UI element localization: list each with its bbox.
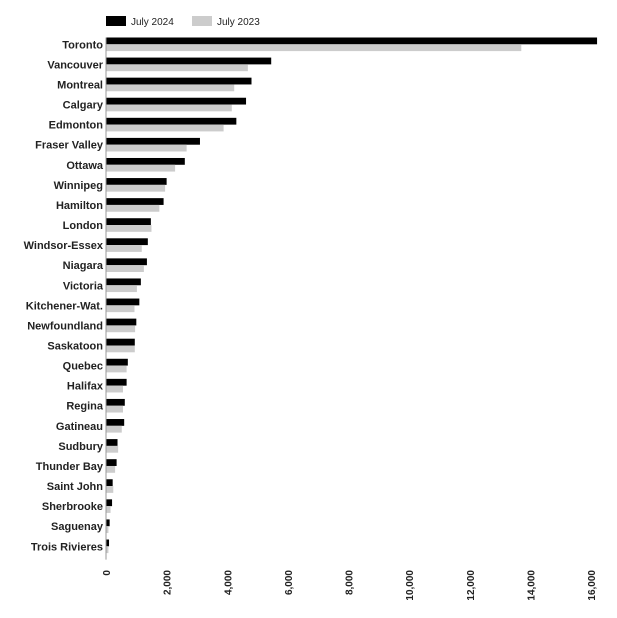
legend-swatch-july-2023 xyxy=(192,16,212,26)
bar-kitchener-wat-july-2024 xyxy=(106,298,140,306)
bar-saint-john-july-2023 xyxy=(106,486,114,493)
bar-london-july-2024 xyxy=(106,218,151,226)
x-axis-tick-labels: 0 2,000 4,000 6,000 8,000 10,000 12,000 14,000 1… xyxy=(102,570,598,601)
category-label-ottawa: Ottawa xyxy=(66,160,104,172)
bar-windsor-essex-july-2023 xyxy=(106,245,142,252)
bar-winnipeg-july-2023 xyxy=(106,184,166,192)
bar-newfoundland-july-2024 xyxy=(106,318,137,326)
category-label-saguenay: Saguenay xyxy=(51,521,104,533)
category-label-niagara: Niagara xyxy=(63,260,104,272)
bar-ottawa-july-2024 xyxy=(106,157,185,165)
x-tick-label-4000: 4,000 xyxy=(223,570,234,595)
bar-trois-rivieres-july-2023 xyxy=(106,546,109,554)
category-label-regina: Regina xyxy=(66,401,104,413)
bar-trois-rivieres-july-2024 xyxy=(106,539,110,547)
bar-london-july-2023 xyxy=(106,225,152,232)
category-label-montreal: Montreal xyxy=(57,79,103,91)
category-label-trois-rivieres: Trois Rivieres xyxy=(31,541,103,553)
chart-legend: July 2024 July 2023 xyxy=(106,16,260,28)
bar-sherbrooke-july-2023 xyxy=(106,506,111,513)
category-label-victoria: Victoria xyxy=(63,280,104,292)
bar-vancouver-july-2023 xyxy=(106,64,248,72)
bar-quebec-july-2024 xyxy=(106,358,128,366)
x-tick-label-14000: 14,000 xyxy=(526,570,537,601)
bar-sudbury-july-2023 xyxy=(106,445,119,453)
bar-winnipeg-july-2024 xyxy=(106,178,167,185)
category-label-saint-john: Saint John xyxy=(47,481,104,493)
bars-group xyxy=(106,37,598,554)
category-label-windsor-essex: Windsor-Essex xyxy=(24,240,104,252)
bar-edmonton-july-2024 xyxy=(106,117,237,125)
category-label-london: London xyxy=(63,220,104,232)
x-tick-label-6000: 6,000 xyxy=(284,570,295,595)
bar-gatineau-july-2024 xyxy=(106,419,125,426)
x-tick-label-0: 0 xyxy=(102,570,113,576)
category-label-saskatoon: Saskatoon xyxy=(47,341,103,353)
category-label-calgary: Calgary xyxy=(63,100,104,112)
x-tick-label-16000: 16,000 xyxy=(587,570,598,601)
bar-saguenay-july-2024 xyxy=(106,519,110,527)
x-tick-label-8000: 8,000 xyxy=(345,570,356,595)
category-label-winnipeg: Winnipeg xyxy=(54,180,103,192)
x-tick-label-12000: 12,000 xyxy=(466,570,477,601)
bar-toronto-july-2023 xyxy=(106,44,522,52)
bar-regina-july-2024 xyxy=(106,398,125,406)
category-label-vancouver: Vancouver xyxy=(47,59,103,71)
bar-edmonton-july-2023 xyxy=(106,124,224,132)
category-label-gatineau: Gatineau xyxy=(56,421,103,433)
category-label-halifax: Halifax xyxy=(67,381,104,393)
bar-montreal-july-2023 xyxy=(106,84,235,92)
bar-halifax-july-2023 xyxy=(106,385,123,393)
bar-halifax-july-2024 xyxy=(106,378,127,386)
bar-windsor-essex-july-2024 xyxy=(106,238,148,246)
category-label-fraser-valley: Fraser Valley xyxy=(35,140,104,152)
category-label-toronto: Toronto xyxy=(62,39,103,51)
bar-sherbrooke-july-2024 xyxy=(106,499,113,507)
bar-gatineau-july-2023 xyxy=(106,425,122,433)
bar-victoria-july-2024 xyxy=(106,278,141,286)
bar-saskatoon-july-2024 xyxy=(106,338,135,346)
bar-newfoundland-july-2023 xyxy=(106,325,136,333)
category-label-edmonton: Edmonton xyxy=(49,120,104,132)
legend-swatch-july-2024 xyxy=(106,16,126,26)
category-label-newfoundland: Newfoundland xyxy=(27,320,103,332)
bar-niagara-july-2023 xyxy=(106,265,144,272)
bar-montreal-july-2024 xyxy=(106,77,252,85)
category-label-thunder-bay: Thunder Bay xyxy=(36,461,104,473)
bar-ottawa-july-2023 xyxy=(106,164,176,172)
legend-label-july-2023: July 2023 xyxy=(217,17,260,28)
bar-calgary-july-2024 xyxy=(106,97,247,105)
x-tick-label-2000: 2,000 xyxy=(163,570,174,595)
category-label-quebec: Quebec xyxy=(63,361,103,373)
bar-victoria-july-2023 xyxy=(106,285,137,293)
bar-fraser-valley-july-2024 xyxy=(106,137,200,145)
bar-niagara-july-2024 xyxy=(106,258,147,266)
bar-saint-john-july-2024 xyxy=(106,479,113,487)
bar-saskatoon-july-2023 xyxy=(106,345,135,353)
legend-label-july-2024: July 2024 xyxy=(131,17,174,28)
category-label-sudbury: Sudbury xyxy=(58,441,103,453)
bar-calgary-july-2023 xyxy=(106,104,232,112)
bar-hamilton-july-2024 xyxy=(106,198,164,205)
bar-quebec-july-2023 xyxy=(106,365,127,373)
bar-saguenay-july-2023 xyxy=(106,526,109,534)
bar-thunder-bay-july-2023 xyxy=(106,465,116,473)
bar-kitchener-wat-july-2023 xyxy=(106,305,135,313)
category-label-kitchener-wat: Kitchener-Wat. xyxy=(26,300,103,312)
bar-vancouver-july-2024 xyxy=(106,57,272,65)
category-labels: Toronto Vancouver Montreal Calgary Edmonton F… xyxy=(24,39,104,553)
bar-regina-july-2023 xyxy=(106,405,123,413)
bar-hamilton-july-2023 xyxy=(106,204,160,212)
bar-toronto-july-2024 xyxy=(106,37,598,45)
category-label-hamilton: Hamilton xyxy=(56,200,103,212)
category-label-sherbrooke: Sherbrooke xyxy=(42,501,103,513)
x-tick-label-10000: 10,000 xyxy=(405,570,416,601)
bar-fraser-valley-july-2023 xyxy=(106,144,187,152)
bar-thunder-bay-july-2024 xyxy=(106,459,117,466)
bar-sudbury-july-2024 xyxy=(106,439,118,446)
